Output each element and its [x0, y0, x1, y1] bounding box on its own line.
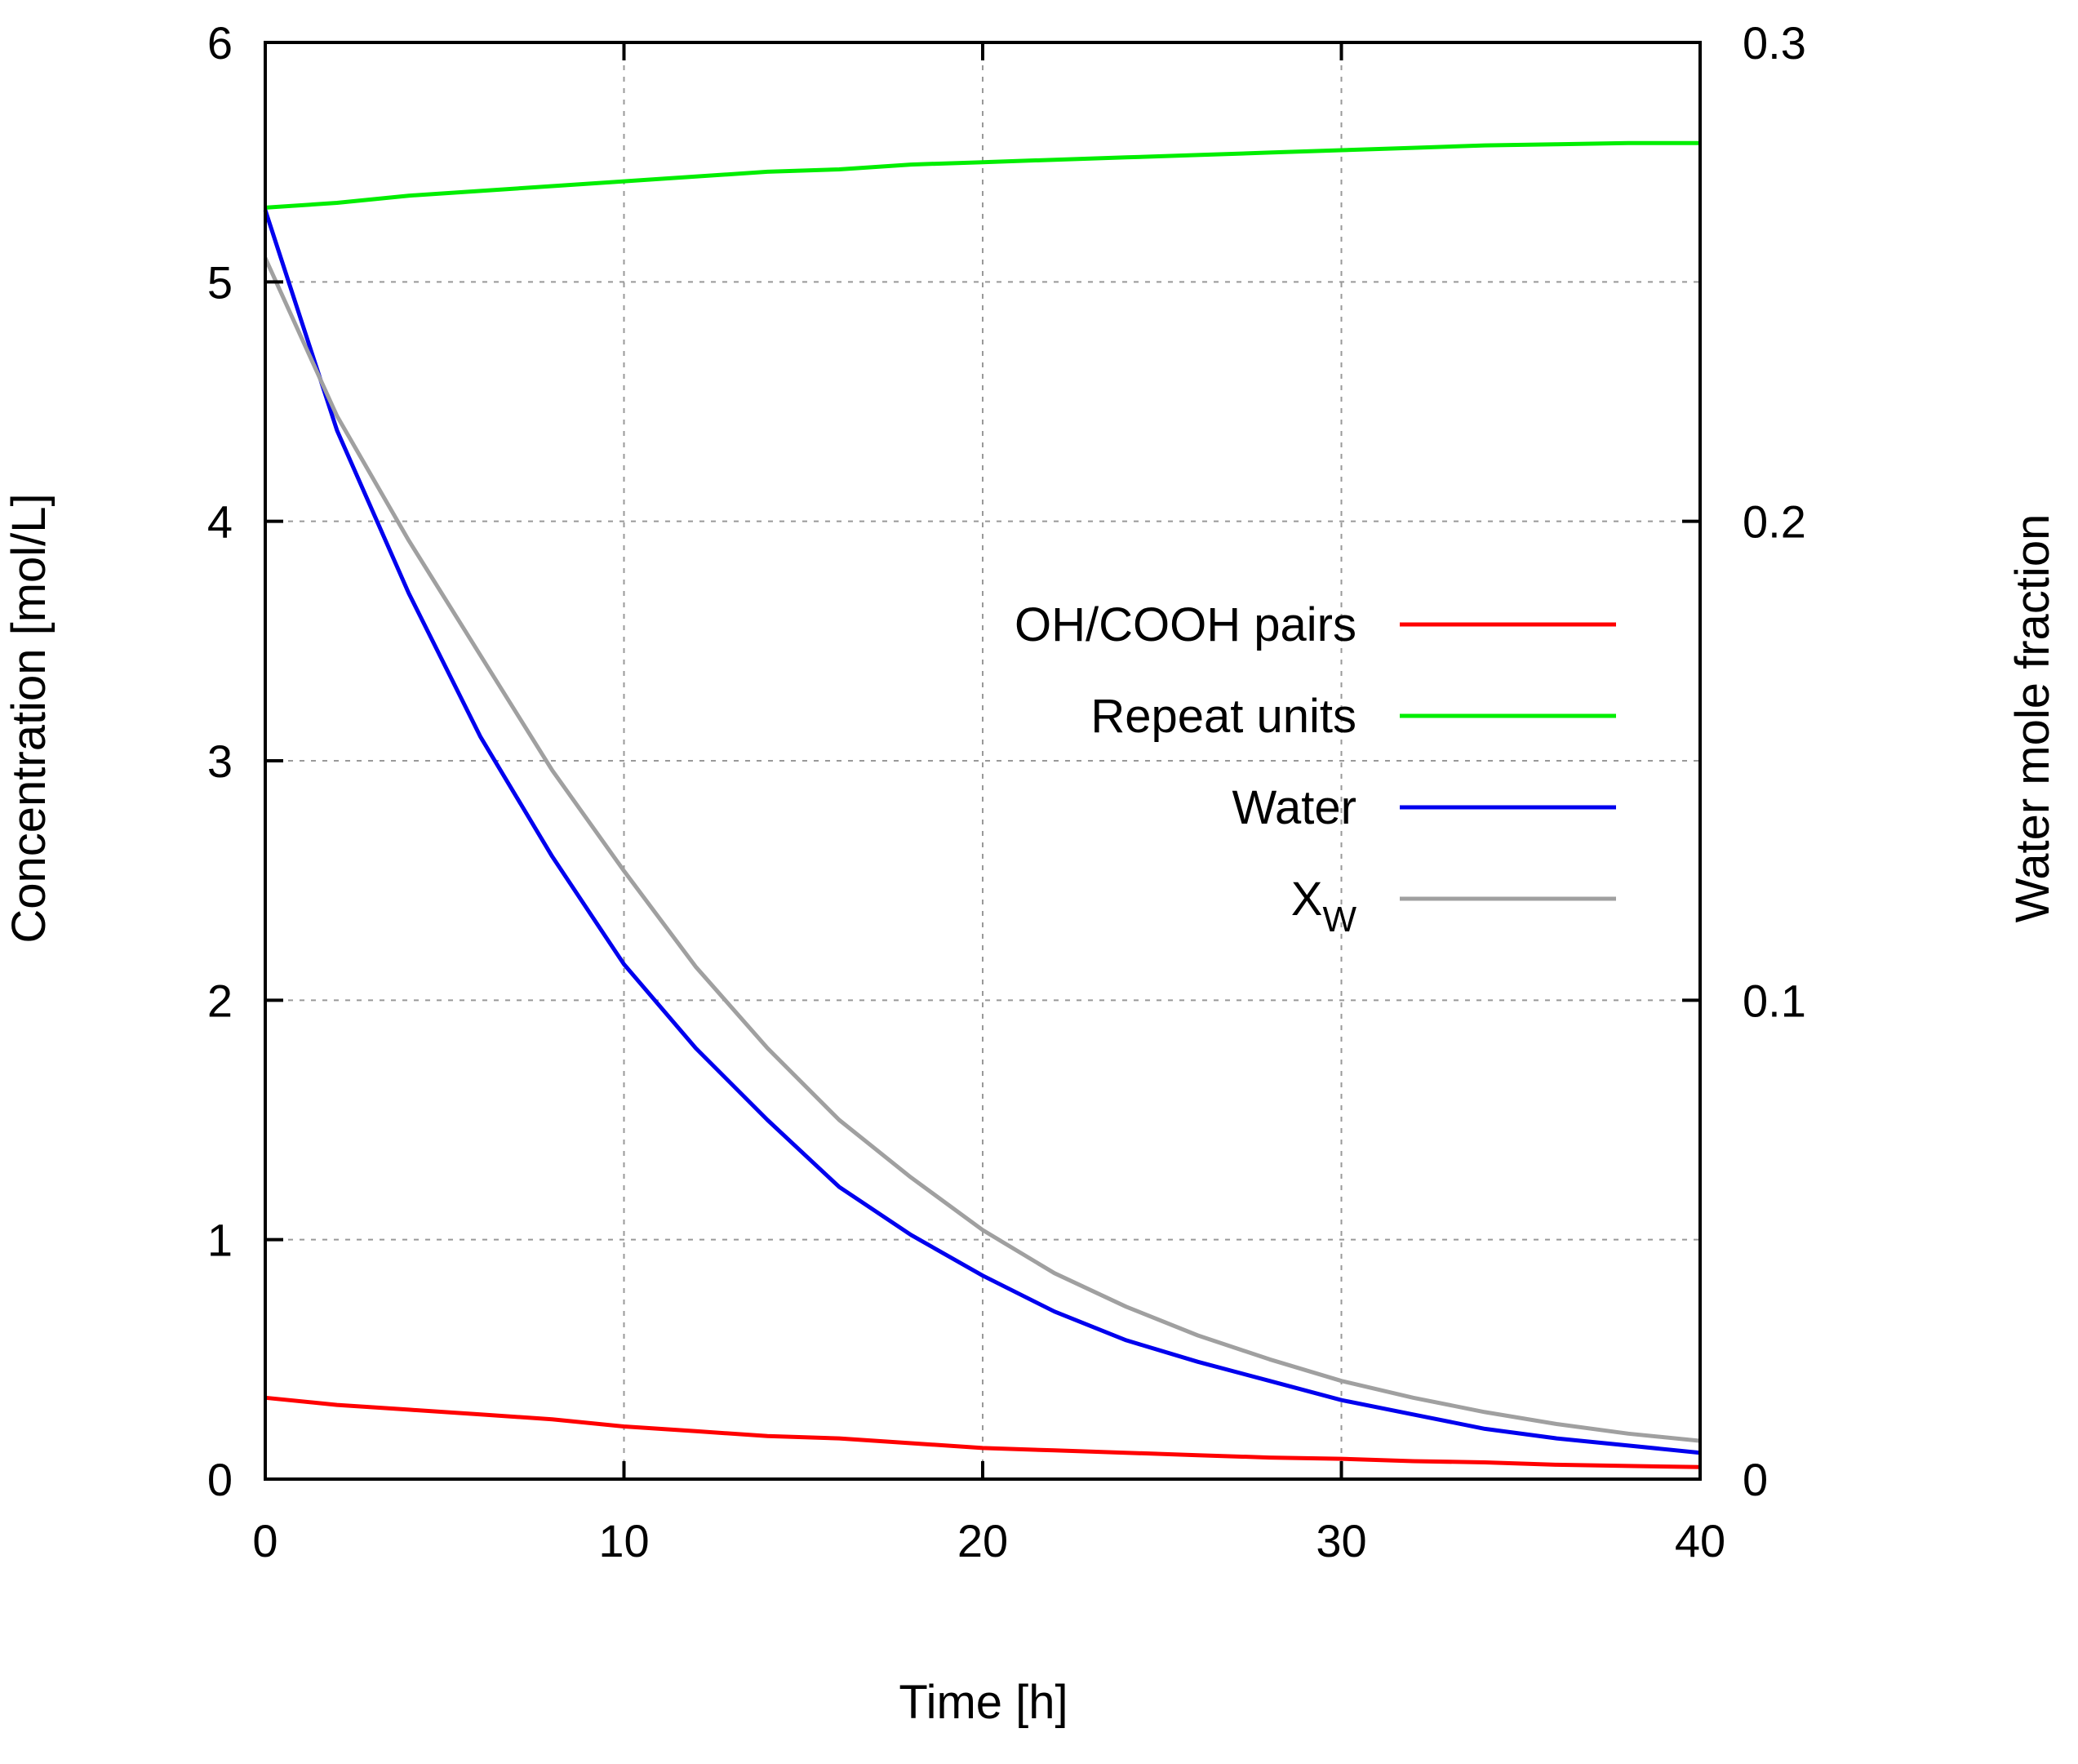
x-tick-label: 10: [598, 1515, 649, 1566]
series-line-repeat-units: [264, 140, 1700, 210]
y-tick-label: 5: [207, 256, 233, 308]
legend-label: XW: [1291, 873, 1357, 940]
y-tick-label: 1: [207, 1215, 233, 1266]
legend: OH/COOH pairs Repeat units Water XW: [1015, 598, 1616, 940]
y-tick-label: 2: [207, 975, 233, 1026]
x-tick-label: 30: [1316, 1515, 1366, 1566]
series-line-x-w: [263, 256, 1701, 1443]
series-line-water: [263, 209, 1701, 1455]
axis-ticks: [264, 41, 1702, 1481]
y2-axis-label: Water mole fraction: [2006, 514, 2059, 923]
y-tick-label: 6: [207, 17, 233, 69]
y-tick-label: 3: [207, 735, 233, 787]
x-tick-label: 0: [252, 1515, 278, 1566]
x-axis-label: Time [h]: [899, 1676, 1068, 1729]
y2-tick-label: 0.1: [1743, 975, 1806, 1026]
y2-tick-label: 0.2: [1743, 496, 1806, 548]
legend-label: OH/COOH pairs: [1015, 598, 1356, 651]
series-lines: [263, 140, 1701, 1469]
legend-label: Water: [1232, 781, 1356, 834]
x-tick-label: 20: [957, 1515, 1008, 1566]
plot-frame: [264, 41, 1702, 1481]
y2-tick-label: 0.3: [1743, 17, 1806, 69]
legend-label: Repeat units: [1090, 690, 1356, 743]
y-tick-label: 4: [207, 496, 233, 548]
series-line-oh-cooh-pairs: [264, 1395, 1701, 1469]
x-tick-label: 40: [1675, 1515, 1725, 1566]
grid-lines: [265, 42, 1700, 1479]
tick-labels: 0 10 20 30 40 0 1 2 3 4 5 6 0 0.1 0.2 0.3: [207, 17, 1806, 1566]
y-axis-label: Concentration [mol/L]: [2, 493, 56, 943]
y-tick-label: 0: [207, 1454, 233, 1505]
y2-tick-label: 0: [1743, 1454, 1768, 1505]
